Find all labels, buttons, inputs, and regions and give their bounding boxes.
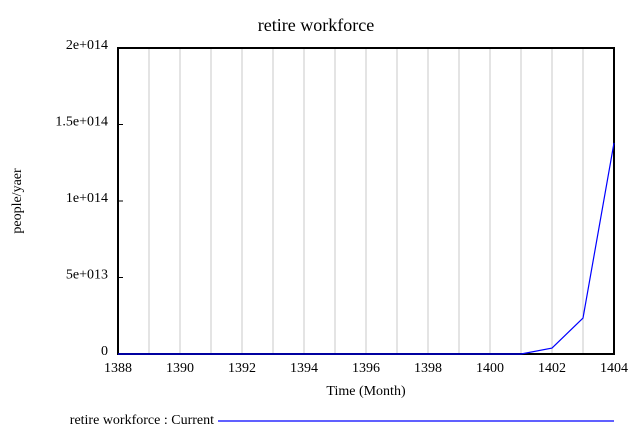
x-tick-label: 1400 — [476, 361, 504, 376]
x-tick-label: 1404 — [600, 361, 628, 376]
y-tick-label: 5e+013 — [66, 268, 108, 283]
x-tick-label: 1390 — [166, 361, 194, 376]
y-tick-label: 0 — [101, 344, 108, 359]
x-tick-label: 1388 — [104, 361, 132, 376]
x-tick-label: 1394 — [290, 361, 318, 376]
x-axis-label: Time (Month) — [326, 384, 406, 399]
data-line — [118, 142, 615, 355]
y-axis-label: people/yaer — [10, 168, 25, 234]
x-tick-label: 1396 — [352, 361, 380, 376]
x-tick-label: 1402 — [538, 361, 566, 376]
x-tick-label: 1392 — [228, 361, 256, 376]
y-tick-label: 1.5e+014 — [55, 115, 108, 130]
chart-title: retire workforce — [258, 15, 374, 35]
x-tick-label: 1398 — [414, 361, 442, 376]
y-tick-label: 2e+014 — [66, 38, 108, 53]
legend-label: retire workforce : Current — [70, 413, 214, 428]
y-tick-label: 1e+014 — [66, 191, 108, 206]
